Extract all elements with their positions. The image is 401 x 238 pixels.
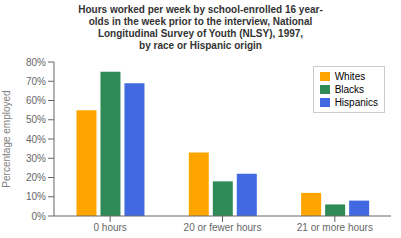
svg-text:30%: 30%: [26, 153, 46, 164]
svg-text:20%: 20%: [26, 172, 46, 183]
svg-text:70%: 70%: [26, 76, 46, 87]
svg-text:80%: 80%: [26, 57, 46, 68]
svg-text:60%: 60%: [26, 95, 46, 106]
html-text:Blacks: Blacks: [334, 84, 365, 95]
html-text:by race or Hispanic origin: by race or Hispanic origin: [139, 40, 262, 51]
html-text:Hispanics: Hispanics: [334, 97, 378, 108]
svg-text:40%: 40%: [26, 134, 46, 145]
svg-text:0%: 0%: [32, 211, 47, 222]
svg-text:50%: 50%: [26, 114, 46, 125]
html-text:Hours worked per week by schoo: Hours worked per week by school-enrolled…: [78, 4, 323, 15]
svg-text:Percentage employed: Percentage employed: [8, 90, 12, 187]
svg-text:21 or more hours: 21 or more hours: [297, 222, 373, 233]
svg-text:0 hours: 0 hours: [93, 222, 126, 233]
svg-text:10%: 10%: [26, 191, 46, 202]
html-text:Longitudinal Survey of Youth (: Longitudinal Survey of Youth (NLSY), 199…: [97, 28, 304, 39]
svg-text:20 or fewer hours: 20 or fewer hours: [184, 222, 262, 233]
html-text:Whites: Whites: [334, 71, 366, 82]
html-text:olds in the week prior to the: olds in the week prior to the interview,…: [88, 16, 313, 27]
